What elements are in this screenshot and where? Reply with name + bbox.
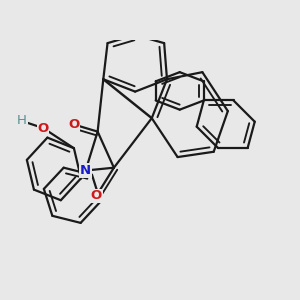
- Text: O: O: [68, 118, 80, 131]
- Text: N: N: [80, 164, 91, 177]
- Text: O: O: [91, 190, 102, 202]
- Text: H: H: [17, 115, 27, 128]
- Text: O: O: [38, 122, 49, 135]
